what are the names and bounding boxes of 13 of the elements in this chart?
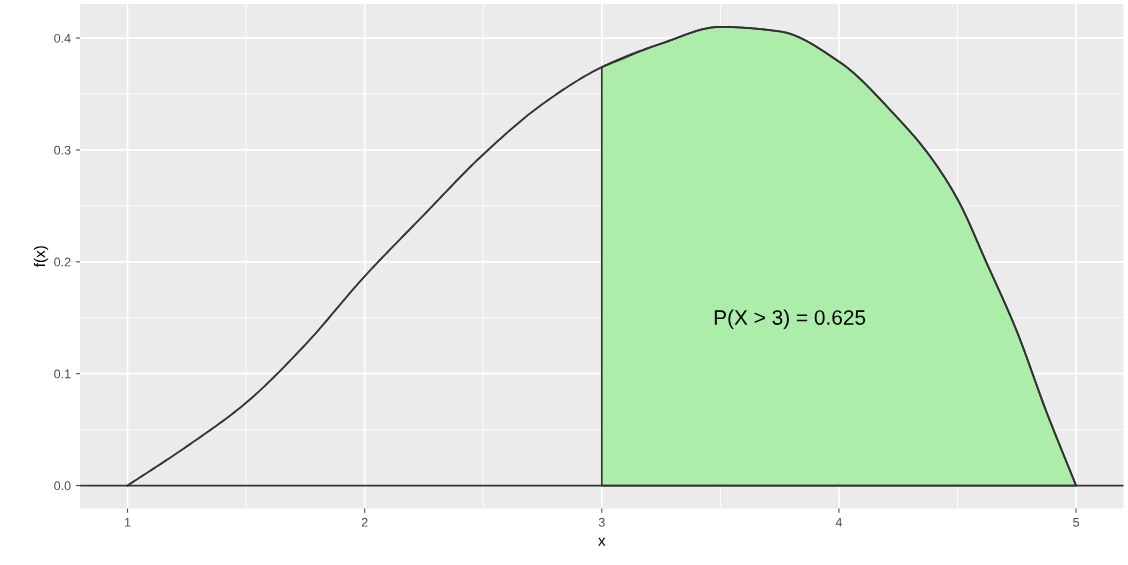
y-tick-label: 0.2: [54, 257, 71, 267]
y-axis-title: f(x): [33, 246, 49, 268]
x-tick-label: 3: [598, 517, 605, 527]
x-axis-title: x: [598, 537, 606, 546]
x-tick-label: 5: [1073, 517, 1080, 527]
y-tick-label: 0.1: [54, 369, 71, 379]
annotation: P(X > 3) = 0.625: [714, 309, 866, 329]
x-tick-label: 2: [361, 517, 368, 527]
y-tick-label: 0.0: [54, 481, 71, 491]
x-tick-label: 1: [124, 517, 131, 527]
y-tick-label: 0.3: [54, 145, 71, 155]
y-tick-label: 0.4: [54, 33, 71, 43]
x-tick-label: 4: [835, 517, 843, 527]
